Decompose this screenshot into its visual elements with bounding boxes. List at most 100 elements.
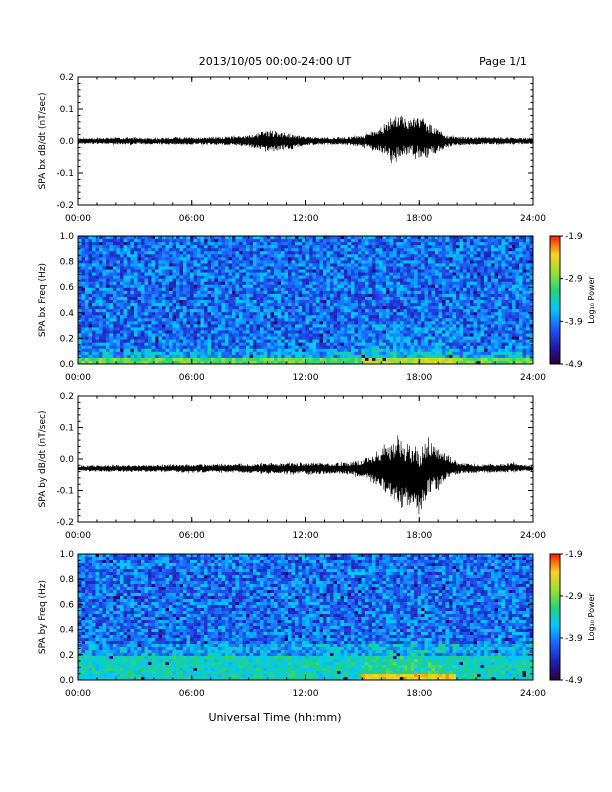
spectrogram-cell bbox=[445, 351, 450, 356]
spectrogram-cell bbox=[372, 345, 376, 350]
spectrogram-cell bbox=[88, 293, 93, 298]
spectrogram-cell bbox=[428, 284, 432, 289]
spectrogram-cell bbox=[424, 290, 429, 295]
spectrogram-cell bbox=[403, 281, 408, 286]
spectrogram-cell bbox=[246, 275, 250, 280]
spectrogram-cell bbox=[326, 324, 331, 328]
spectrogram-cell bbox=[354, 360, 359, 365]
spectrogram-cell bbox=[372, 330, 376, 334]
spectrogram-cell bbox=[134, 327, 138, 331]
spectrogram-cell bbox=[204, 339, 208, 344]
spectrogram-cell bbox=[141, 351, 145, 356]
spectrogram-cell bbox=[466, 300, 471, 304]
spectrogram-cell bbox=[414, 278, 418, 283]
spectrogram-cell bbox=[235, 300, 240, 304]
spectrogram-cell bbox=[270, 330, 275, 334]
spectrogram-cell bbox=[169, 296, 173, 301]
spectrogram-cell bbox=[305, 257, 310, 261]
spectrogram-cell bbox=[85, 300, 89, 304]
spectrogram-cell bbox=[323, 345, 327, 350]
spectrogram-cell bbox=[169, 278, 173, 283]
spectrogram-cell bbox=[211, 315, 215, 319]
spectrogram-cell bbox=[92, 339, 96, 344]
spectrogram-cell bbox=[372, 284, 376, 289]
spectrogram-cell bbox=[218, 318, 222, 322]
spectrogram-cell bbox=[312, 300, 317, 304]
spectrogram-cell bbox=[242, 357, 247, 362]
spectrogram-cell bbox=[249, 300, 254, 304]
spectrogram-cell bbox=[246, 354, 250, 359]
spectrogram-cell bbox=[295, 290, 299, 295]
spectrogram-cell bbox=[473, 336, 478, 341]
spectrogram-cell bbox=[113, 257, 117, 261]
spectrogram-cell bbox=[123, 251, 128, 255]
spectrogram-cell bbox=[123, 306, 128, 310]
spectrogram-cell bbox=[295, 303, 299, 307]
spectrogram-cell bbox=[337, 272, 341, 277]
spectrogram-cell bbox=[351, 257, 355, 261]
spectrogram-cell bbox=[407, 327, 411, 331]
spectrogram-cell bbox=[95, 327, 100, 331]
spectrogram-cell bbox=[400, 303, 404, 307]
spectrogram-cell bbox=[277, 272, 282, 277]
spectrogram-cell bbox=[326, 321, 331, 325]
spectrogram-cell bbox=[340, 324, 345, 328]
spectrogram-cell bbox=[361, 306, 366, 310]
spectrogram-cell bbox=[466, 269, 471, 273]
spectrogram-cell bbox=[281, 306, 285, 310]
spectrogram-cell bbox=[88, 278, 93, 283]
spectrogram-cell bbox=[463, 263, 467, 267]
spectrogram-cell bbox=[242, 306, 247, 310]
spectrogram-cell bbox=[295, 345, 299, 350]
spectrogram-cell bbox=[211, 333, 215, 337]
spectrogram-cell bbox=[291, 278, 296, 283]
spectrogram-cell bbox=[148, 309, 152, 313]
spectrogram-cell bbox=[267, 290, 271, 295]
spectrogram-cell bbox=[330, 321, 334, 325]
spectrogram-cell bbox=[130, 254, 135, 258]
spectrogram-cell bbox=[106, 306, 110, 310]
spectrogram-cell bbox=[95, 248, 100, 252]
spectrogram-cell bbox=[477, 284, 481, 289]
spectrogram-cell bbox=[414, 306, 418, 310]
spectrogram-cell bbox=[130, 315, 135, 319]
spectrogram-cell bbox=[242, 348, 247, 353]
spectrogram-cell bbox=[207, 290, 212, 295]
spectrogram-cell bbox=[78, 236, 82, 240]
spectrogram-cell bbox=[88, 345, 93, 350]
spectrogram-cell bbox=[473, 312, 478, 316]
spectrogram-cell bbox=[281, 348, 285, 353]
spectrogram-cell bbox=[193, 257, 198, 261]
spectrogram-cell bbox=[190, 272, 194, 277]
spectrogram-cell bbox=[267, 351, 271, 356]
spectrogram-cell bbox=[207, 339, 212, 344]
spectrogram-cell bbox=[319, 284, 324, 289]
spectrogram-cell bbox=[382, 293, 387, 298]
spectrogram-cell bbox=[162, 287, 166, 292]
spectrogram-cell bbox=[130, 324, 135, 328]
spectrogram-cell bbox=[239, 309, 243, 313]
spectrogram-cell bbox=[410, 345, 415, 350]
spectrogram-cell bbox=[288, 318, 292, 322]
spectrogram-cell bbox=[459, 248, 464, 252]
spectrogram-cell bbox=[197, 306, 201, 310]
spectrogram-cell bbox=[442, 324, 446, 328]
spectrogram-cell bbox=[113, 300, 117, 304]
spectrogram-cell bbox=[305, 275, 310, 280]
spectrogram-cell bbox=[291, 287, 296, 292]
spectrogram-cell bbox=[130, 351, 135, 356]
spectrogram-cell bbox=[438, 303, 443, 307]
spectrogram-cell bbox=[204, 275, 208, 280]
spectrogram-cell bbox=[389, 254, 394, 258]
spectrogram-cell bbox=[263, 300, 268, 304]
spectrogram-cell bbox=[137, 315, 142, 319]
spectrogram-cell bbox=[242, 360, 247, 365]
spectrogram-cell bbox=[144, 303, 149, 307]
spectrogram-cell bbox=[365, 354, 369, 359]
spectrogram-cell bbox=[155, 278, 159, 283]
spectrogram-cell bbox=[78, 281, 82, 286]
spectrogram-cell bbox=[239, 239, 243, 243]
spectrogram-cell bbox=[291, 293, 296, 298]
spectrogram-cell bbox=[410, 336, 415, 341]
spectrogram-cell bbox=[347, 309, 352, 313]
